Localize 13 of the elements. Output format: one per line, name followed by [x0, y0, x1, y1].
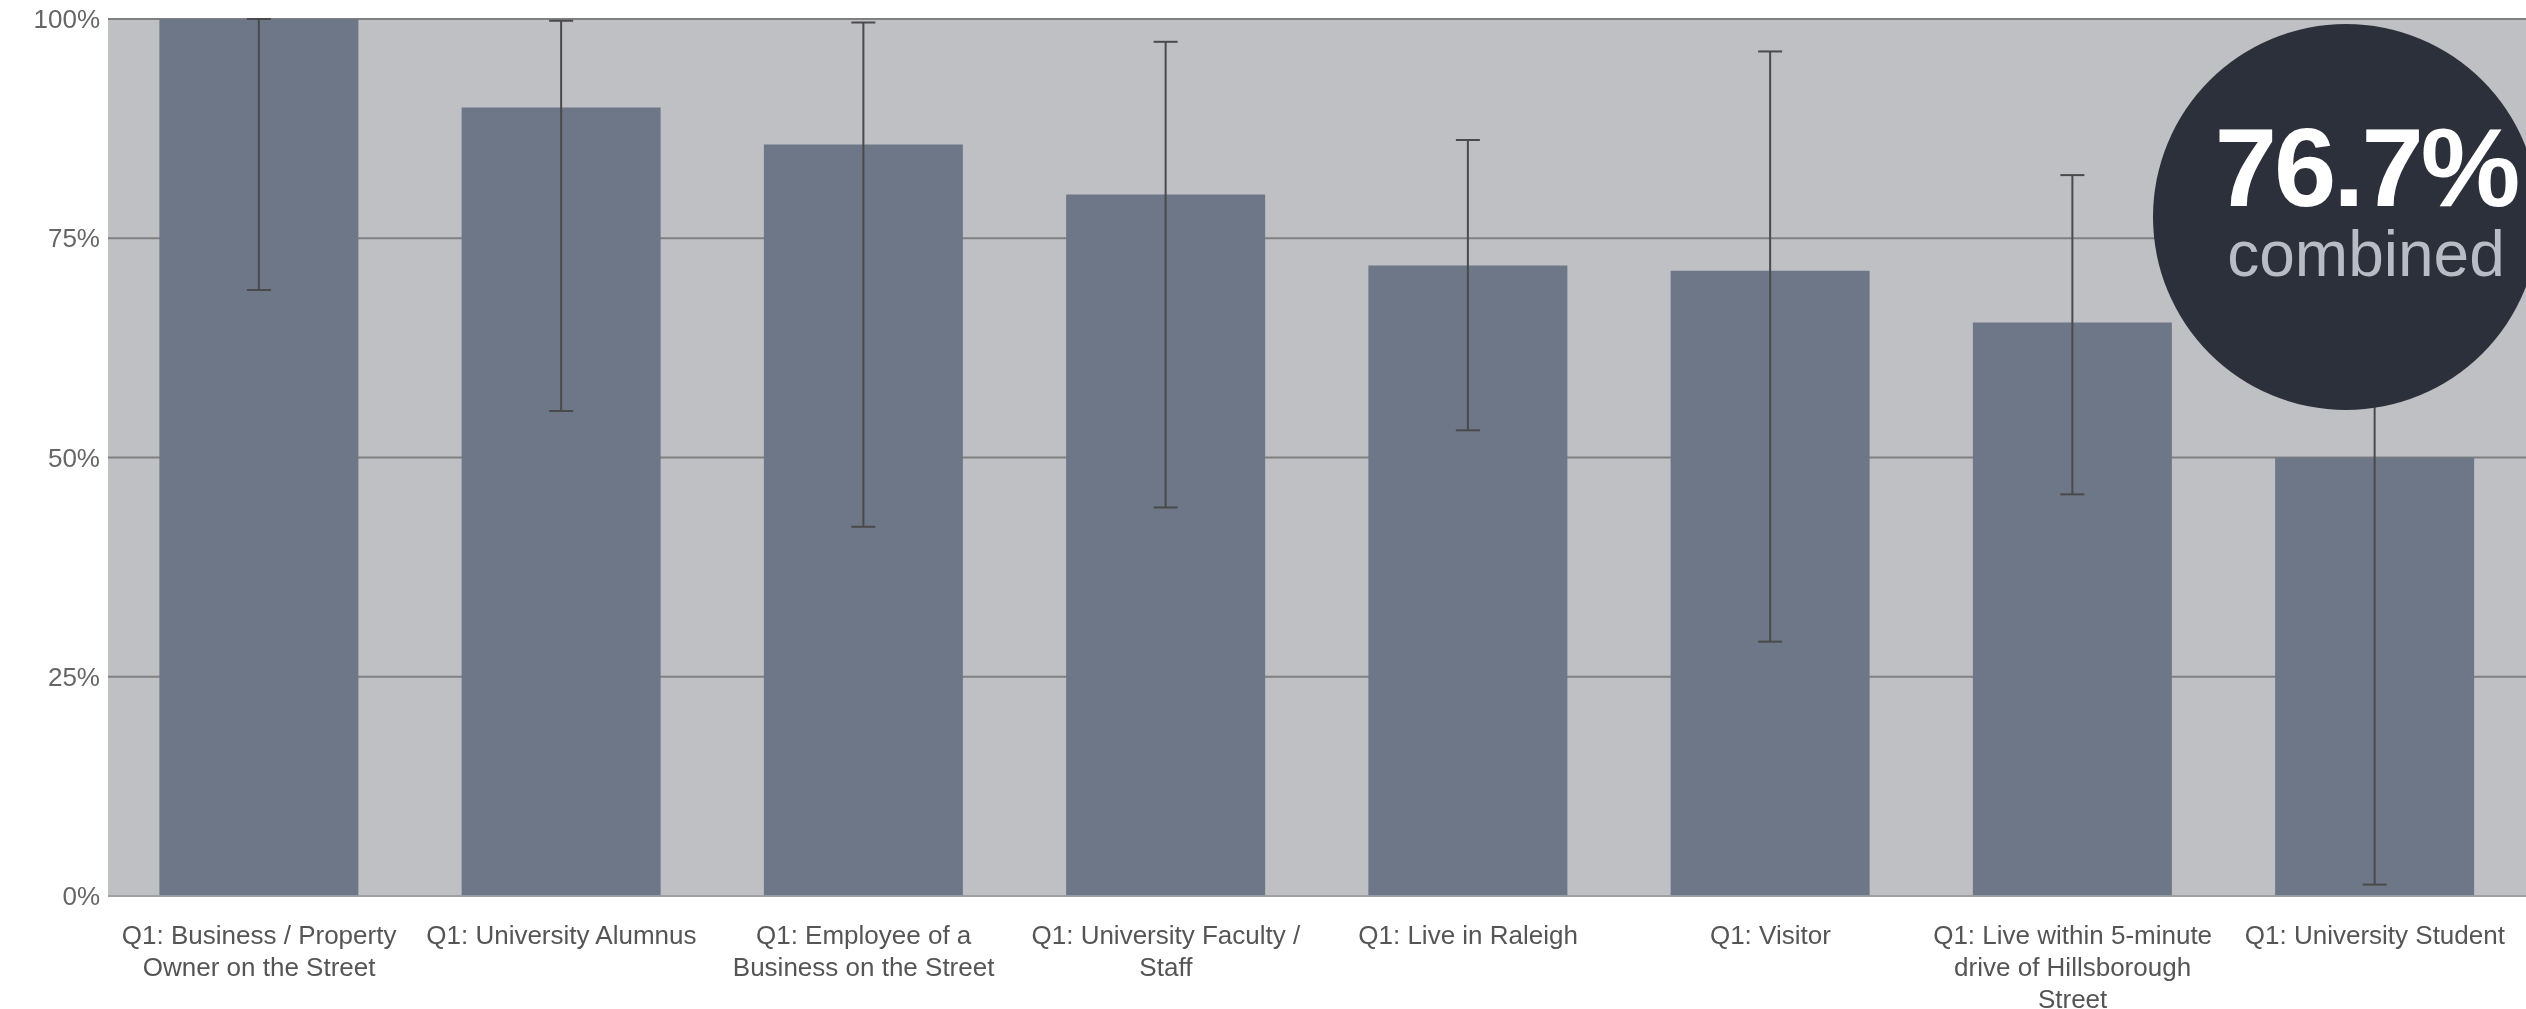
y-tick-label: 25%	[47, 661, 100, 692]
x-tick-label: Q1: University Faculty / Staff	[1031, 920, 1302, 982]
x-tick-label: Q1: Employee of a Business on the Street	[732, 920, 996, 982]
x-tick-label: Q1: University Student	[2244, 920, 2506, 950]
y-tick-label: 100%	[33, 4, 100, 35]
x-tick-label: Q1: Live within 5-minute drive of Hillsborough Street	[1933, 920, 2213, 1009]
y-tick-label: 75%	[47, 223, 100, 254]
x-tick-label: Q1: Business / Property Owner on the Street	[121, 920, 397, 982]
y-tick-label: 0%	[62, 881, 100, 912]
x-tick-label: Q1: University Alumnus	[426, 920, 697, 950]
x-tick-label: Q1: Visitor	[1709, 920, 1832, 950]
y-tick-label: 50%	[47, 442, 100, 473]
x-tick-label: Q1: Live in Raleigh	[1358, 920, 1578, 950]
